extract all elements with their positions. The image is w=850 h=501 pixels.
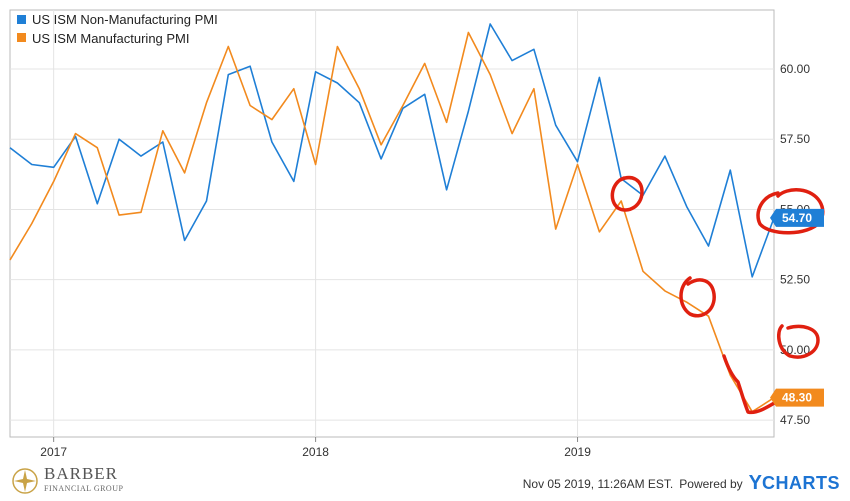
timestamp: Nov 05 2019, 11:26AM EST. [522,476,674,491]
barber-logo-icon [12,468,38,494]
series-layer [9,23,775,413]
x-tick-label: 2018 [302,445,329,459]
grid-layer: 47.5050.0052.5055.0057.5060.002017201820… [9,9,810,459]
x-tick-label: 2017 [40,445,67,459]
last-value-label-manufacturing: 48.30 [782,391,812,405]
non-manufacturing-line [9,23,775,278]
footer-stamp: Nov 05 2019, 11:26AM EST. Powered by Y CH… [523,472,840,495]
legend-label-manufacturing: US ISM Manufacturing PMI [32,31,190,46]
y-tick-label: 60.00 [780,62,810,76]
logo-name: BARBER [44,464,119,483]
ycharts-logo-y[interactable]: Y [748,472,762,494]
last-value-badge-manufacturing [770,388,824,407]
y-tick-label: 57.50 [780,132,810,146]
x-tick-label: 2019 [564,445,591,459]
annotation-circle-april [610,175,644,212]
legend-label-non-manufacturing: US ISM Non-Manufacturing PMI [32,12,218,27]
y-tick-label: 52.50 [780,273,810,287]
last-value-badge-non-manufacturing [770,208,824,227]
ycharts-logo-text[interactable]: CHARTS [762,473,840,493]
pmi-line-chart: 47.5050.0052.5055.0057.5060.002017201820… [9,9,825,459]
logo-subtitle: FINANCIAL GROUP [44,484,124,493]
y-tick-label: 47.50 [780,413,810,427]
legend-swatch-non-manufacturing [17,15,26,24]
footer: BARBER FINANCIAL GROUP Nov 05 2019, 11:2… [0,462,850,501]
legend-swatch-manufacturing [17,33,26,42]
manufacturing-line [9,31,775,413]
annotation-trend-stroke [722,354,778,415]
annotation-circle-july [679,276,716,318]
legend: US ISM Non-Manufacturing PMI US ISM Manu… [17,12,218,46]
annotation-circle-50-00 [776,324,820,359]
barber-logo[interactable]: BARBER FINANCIAL GROUP [8,464,128,500]
plot-frame [9,9,775,438]
label-layer: 54.70 48.30 [770,208,824,407]
powered-by-text: Powered by [679,476,743,491]
last-value-label-non-manufacturing: 54.70 [782,211,812,225]
